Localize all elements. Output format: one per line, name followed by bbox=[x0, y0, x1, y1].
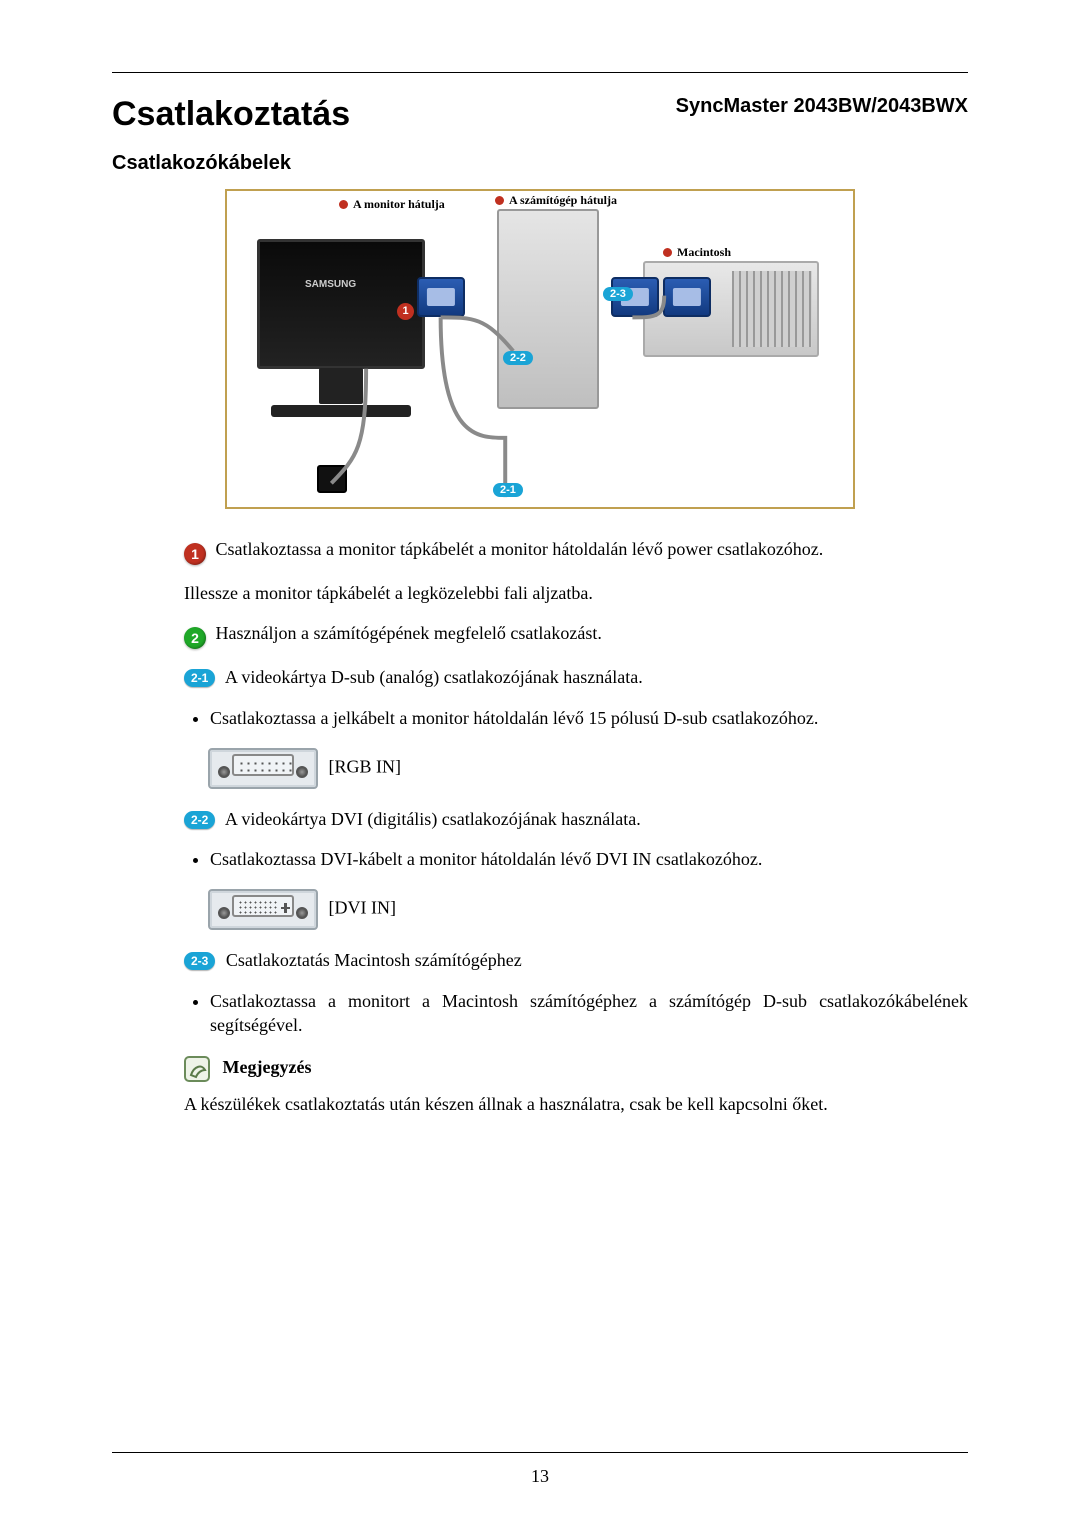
step-badge-23: 2-3 bbox=[184, 952, 215, 970]
step-23-text: Csatlakoztatás Macintosh számítógéphez bbox=[226, 950, 522, 970]
header-row: Csatlakoztatás SyncMaster 2043BW/2043BWX bbox=[112, 93, 968, 152]
step-21-list: Csatlakoztassa a jelkábelt a monitor hát… bbox=[184, 706, 968, 730]
power-plug-icon bbox=[317, 465, 347, 493]
port-rgb-row: [RGB IN] bbox=[208, 748, 968, 789]
diagram-badge-22: 2-2 bbox=[503, 351, 533, 365]
dot-icon bbox=[495, 196, 504, 205]
mac-grille-icon bbox=[732, 271, 812, 347]
legend-monitor-label: A monitor hátulja bbox=[353, 197, 445, 212]
step-badge-22: 2-2 bbox=[184, 811, 215, 829]
section-subtitle: Csatlakozókábelek bbox=[112, 152, 968, 175]
page-number: 13 bbox=[0, 1466, 1080, 1487]
screw-icon bbox=[218, 907, 230, 919]
legend-mac-label: Macintosh bbox=[677, 245, 731, 260]
rgb-port-icon bbox=[208, 748, 318, 789]
step-badge-2: 2 bbox=[184, 627, 206, 649]
step-23-list: Csatlakoztassa a monitort a Macintosh sz… bbox=[184, 989, 968, 1038]
step-badge-21: 2-1 bbox=[184, 669, 215, 687]
plug-icon bbox=[663, 277, 711, 317]
diagram-badge-21: 2-1 bbox=[493, 483, 523, 497]
step-22-list: Csatlakoztassa DVI-kábelt a monitor háto… bbox=[184, 847, 968, 871]
screw-icon bbox=[218, 766, 230, 778]
diagram-badge-1: 1 bbox=[397, 303, 414, 320]
legend-mac: Macintosh bbox=[663, 245, 731, 260]
diagram-wrap: A monitor hátulja A számítógép hátulja M… bbox=[112, 189, 968, 537]
plug-icon bbox=[417, 277, 465, 317]
page-title: Csatlakoztatás bbox=[112, 95, 350, 134]
product-model: SyncMaster 2043BW/2043BWX bbox=[676, 95, 968, 118]
step-22-bullet: Csatlakoztassa DVI-kábelt a monitor háto… bbox=[210, 847, 968, 871]
screw-icon bbox=[296, 907, 308, 919]
top-rule bbox=[112, 72, 968, 73]
step-1: 1 Csatlakoztassa a monitor tápkábelét a … bbox=[184, 537, 968, 565]
note-heading-row: Megjegyzés bbox=[184, 1055, 968, 1082]
step-22: 2-2 A videokártya DVI (digitális) csatla… bbox=[184, 807, 968, 831]
note-icon bbox=[184, 1056, 210, 1082]
step-2: 2 Használjon a számítógépének megfelelő … bbox=[184, 621, 968, 649]
body: 1 Csatlakoztassa a monitor tápkábelét a … bbox=[112, 537, 968, 1116]
diagram-badge-23: 2-3 bbox=[603, 287, 633, 301]
note-label: Megjegyzés bbox=[223, 1057, 312, 1077]
page: Csatlakoztatás SyncMaster 2043BW/2043BWX… bbox=[0, 0, 1080, 1172]
step-2-text: Használjon a számítógépének megfelelő cs… bbox=[216, 623, 602, 643]
port-rgb-label: [RGB IN] bbox=[329, 756, 402, 776]
step-21-text: A videokártya D-sub (analóg) csatlakozój… bbox=[225, 667, 643, 687]
dot-icon bbox=[663, 248, 672, 257]
monitor-brand: SAMSUNG bbox=[305, 279, 356, 290]
step-23: 2-3 Csatlakoztatás Macintosh számítógéph… bbox=[184, 948, 968, 972]
step-23-bullet: Csatlakoztassa a monitort a Macintosh sz… bbox=[210, 989, 968, 1038]
monitor-base-icon bbox=[271, 405, 411, 417]
dvi-port-icon bbox=[208, 889, 318, 930]
note-text: A készülékek csatlakoztatás után készen … bbox=[184, 1092, 968, 1116]
pc-tower-icon bbox=[497, 209, 599, 409]
step-21-bullet: Csatlakoztassa a jelkábelt a monitor hát… bbox=[210, 706, 968, 730]
step-1-text: Csatlakoztassa a monitor tápkábelét a mo… bbox=[216, 539, 824, 559]
dot-icon bbox=[339, 200, 348, 209]
bottom-rule bbox=[112, 1452, 968, 1453]
legend-pc: A számítógép hátulja bbox=[495, 193, 617, 208]
step-21: 2-1 A videokártya D-sub (analóg) csatlak… bbox=[184, 665, 968, 689]
port-dvi-label: [DVI IN] bbox=[329, 898, 396, 918]
legend-monitor: A monitor hátulja bbox=[339, 197, 445, 212]
screw-icon bbox=[296, 766, 308, 778]
port-dvi-row: [DVI IN] bbox=[208, 889, 968, 930]
step-badge-1: 1 bbox=[184, 543, 206, 565]
legend-pc-label: A számítógép hátulja bbox=[509, 193, 617, 208]
step-22-text: A videokártya DVI (digitális) csatlakozó… bbox=[225, 809, 641, 829]
connection-diagram: A monitor hátulja A számítógép hátulja M… bbox=[225, 189, 855, 509]
step-1-after: Illessze a monitor tápkábelét a legközel… bbox=[184, 581, 968, 605]
